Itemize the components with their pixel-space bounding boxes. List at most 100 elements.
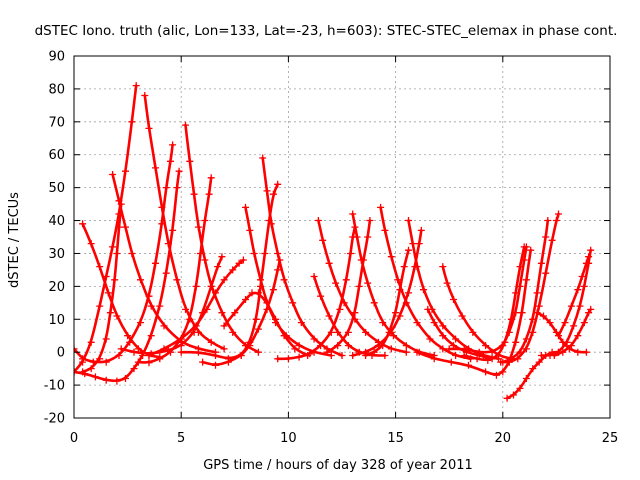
- data-point-marker: [212, 361, 219, 369]
- ticks: -20 -10 0 10 20 30 40 50 60 70 80 90 0 5 10 15 20 25: [44, 50, 619, 447]
- data-point-marker: [507, 355, 515, 363]
- data-point-marker: [128, 118, 136, 126]
- data-point-marker: [555, 332, 562, 340]
- data-point-marker: [334, 328, 342, 336]
- data-point-marker: [276, 256, 284, 264]
- data-point-marker: [310, 273, 318, 280]
- series-markers: [555, 253, 593, 340]
- data-point-marker: [516, 282, 524, 290]
- data-point-marker: [109, 171, 117, 178]
- data-point-marker: [96, 263, 104, 271]
- series-pass-04: [74, 141, 177, 366]
- data-point-marker: [87, 365, 95, 373]
- data-point-marker: [102, 376, 110, 384]
- data-point-marker: [242, 203, 249, 211]
- data-point-marker: [439, 345, 447, 353]
- data-point-marker: [364, 233, 372, 241]
- data-point-marker: [527, 246, 535, 254]
- data-point-marker: [499, 342, 507, 350]
- data-point-marker: [332, 279, 340, 287]
- data-point-marker: [548, 236, 556, 244]
- data-point-marker: [314, 217, 322, 224]
- data-point-marker: [263, 299, 271, 307]
- data-point-marker: [578, 273, 586, 280]
- data-point-marker: [439, 332, 447, 340]
- data-point-marker: [147, 302, 155, 310]
- data-point-marker: [102, 358, 110, 366]
- data-point-marker: [220, 345, 228, 353]
- data-point-marker: [542, 233, 550, 241]
- series-markers: [109, 171, 219, 356]
- data-point-marker: [522, 375, 530, 382]
- data-point-marker: [130, 348, 138, 356]
- data-point-marker: [381, 226, 389, 234]
- data-point-marker: [452, 335, 460, 343]
- data-point-marker: [164, 240, 172, 248]
- data-point-marker: [387, 253, 395, 261]
- x-tick-label: 25: [602, 431, 619, 446]
- data-point-marker: [402, 342, 410, 350]
- data-point-marker: [503, 394, 511, 402]
- data-point-marker: [495, 352, 502, 359]
- data-point-marker: [162, 269, 170, 277]
- data-point-marker: [158, 220, 166, 228]
- data-point-marker: [533, 289, 541, 297]
- data-point-marker: [374, 342, 382, 350]
- series-line: [74, 143, 174, 364]
- data-point-marker: [574, 332, 582, 340]
- data-point-marker: [250, 250, 258, 257]
- data-point-marker: [291, 345, 299, 353]
- data-point-marker: [555, 210, 562, 218]
- data-point-marker: [452, 352, 460, 359]
- data-point-marker: [122, 375, 129, 382]
- data-point-marker: [169, 226, 177, 234]
- data-point-marker: [424, 305, 432, 313]
- data-point-marker: [499, 368, 507, 376]
- series-pass-28: [413, 246, 535, 379]
- y-tick-label: 90: [48, 50, 65, 65]
- series-markers: [314, 217, 410, 356]
- data-point-marker: [405, 217, 412, 224]
- data-point-marker: [231, 309, 239, 317]
- series-pass-21: [349, 210, 438, 359]
- data-point-marker: [74, 345, 78, 353]
- x-tick-label: 10: [280, 431, 297, 446]
- data-point-marker: [145, 352, 153, 359]
- data-point-marker: [460, 345, 468, 353]
- data-point-marker: [147, 332, 155, 340]
- data-point-marker: [520, 256, 528, 264]
- data-point-marker: [175, 167, 183, 175]
- data-point-marker: [505, 328, 513, 336]
- data-point-marker: [514, 355, 522, 363]
- data-point-marker: [235, 259, 243, 267]
- series-pass-36: [550, 305, 595, 359]
- y-tick-label: -10: [44, 379, 65, 394]
- data-point-marker: [349, 210, 357, 218]
- data-point-marker: [132, 82, 140, 90]
- data-point-marker: [254, 325, 262, 333]
- data-point-marker: [510, 391, 517, 399]
- y-tick-label: 40: [48, 214, 65, 229]
- series-markers: [424, 305, 496, 363]
- data-point-marker: [242, 296, 249, 303]
- y-tick-label: 80: [48, 82, 65, 97]
- data-point-marker: [364, 279, 372, 287]
- data-point-marker: [87, 240, 95, 248]
- data-point-marker: [96, 355, 104, 363]
- x-axis-label: GPS time / hours of day 328 of year 2011: [203, 458, 473, 473]
- data-point-marker: [269, 190, 277, 198]
- data-point-marker: [379, 319, 387, 327]
- series-pass-27: [424, 305, 496, 363]
- data-point-marker: [252, 315, 260, 323]
- data-point-marker: [405, 246, 412, 254]
- data-point-marker: [190, 190, 198, 198]
- data-point-marker: [537, 259, 545, 267]
- series-markers: [310, 273, 389, 359]
- series-markers: [537, 246, 595, 359]
- series-line: [137, 176, 213, 364]
- data-point-marker: [113, 312, 121, 320]
- data-point-marker: [128, 250, 136, 257]
- data-point-marker: [516, 384, 524, 392]
- data-point-marker: [469, 328, 477, 336]
- x-tick-label: 0: [70, 431, 78, 446]
